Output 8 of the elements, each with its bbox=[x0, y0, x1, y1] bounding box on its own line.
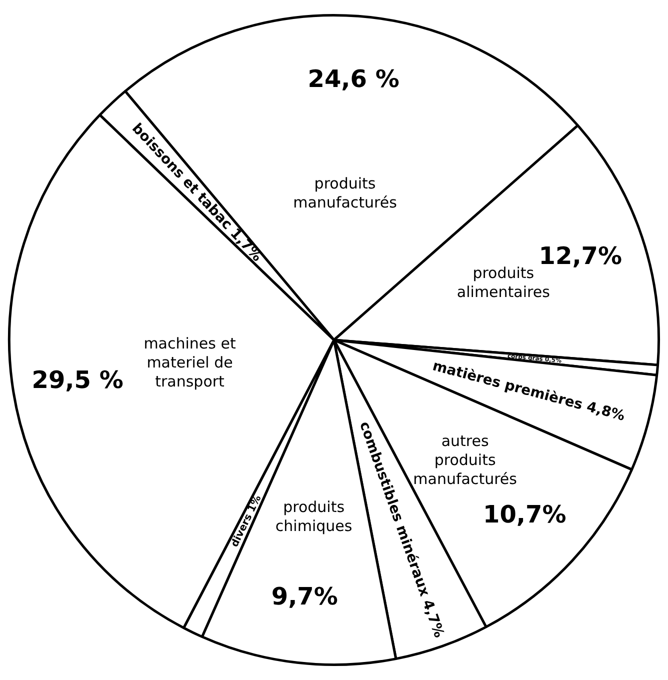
data-label: 29,5 % bbox=[32, 366, 124, 394]
slice-label: machines et materiel de transport bbox=[144, 334, 236, 390]
slice-label: produits chimiques bbox=[275, 498, 352, 535]
data-label: 24,6 % bbox=[308, 65, 400, 94]
data-label: 9,7% bbox=[271, 582, 338, 610]
slice-label: produits manufacturés bbox=[293, 174, 398, 212]
data-label: 10,7% bbox=[483, 500, 566, 529]
slice-label: autres produits manufacturés bbox=[413, 432, 518, 488]
